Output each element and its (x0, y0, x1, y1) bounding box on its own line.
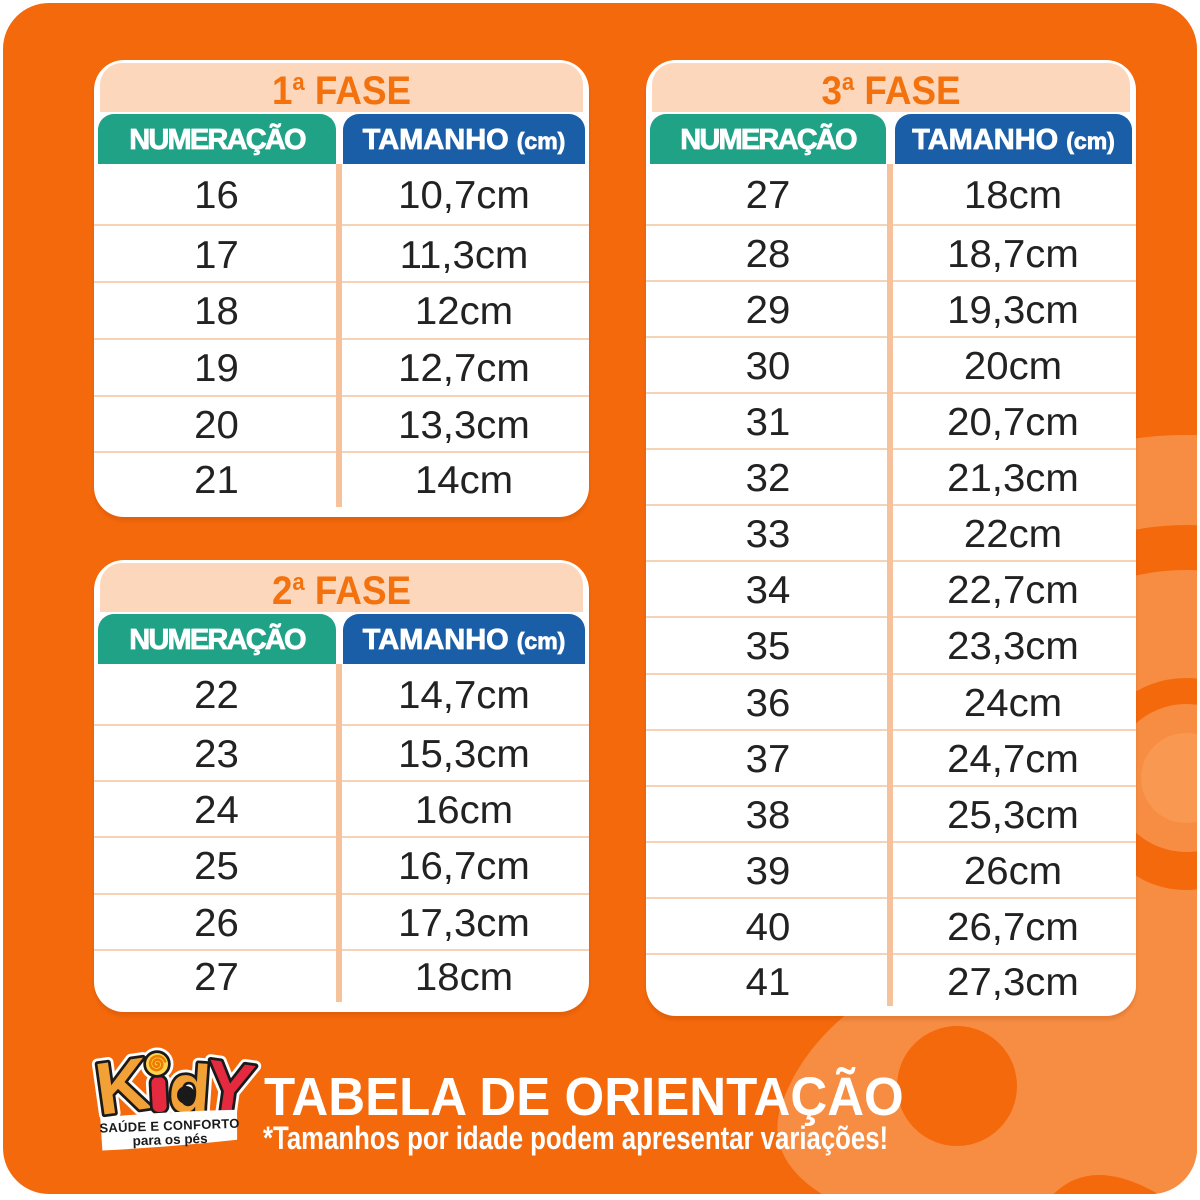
svg-text:SAÚDE E CONFORTO: SAÚDE E CONFORTO (99, 1116, 240, 1136)
svg-text:para os pés: para os pés (132, 1131, 208, 1149)
